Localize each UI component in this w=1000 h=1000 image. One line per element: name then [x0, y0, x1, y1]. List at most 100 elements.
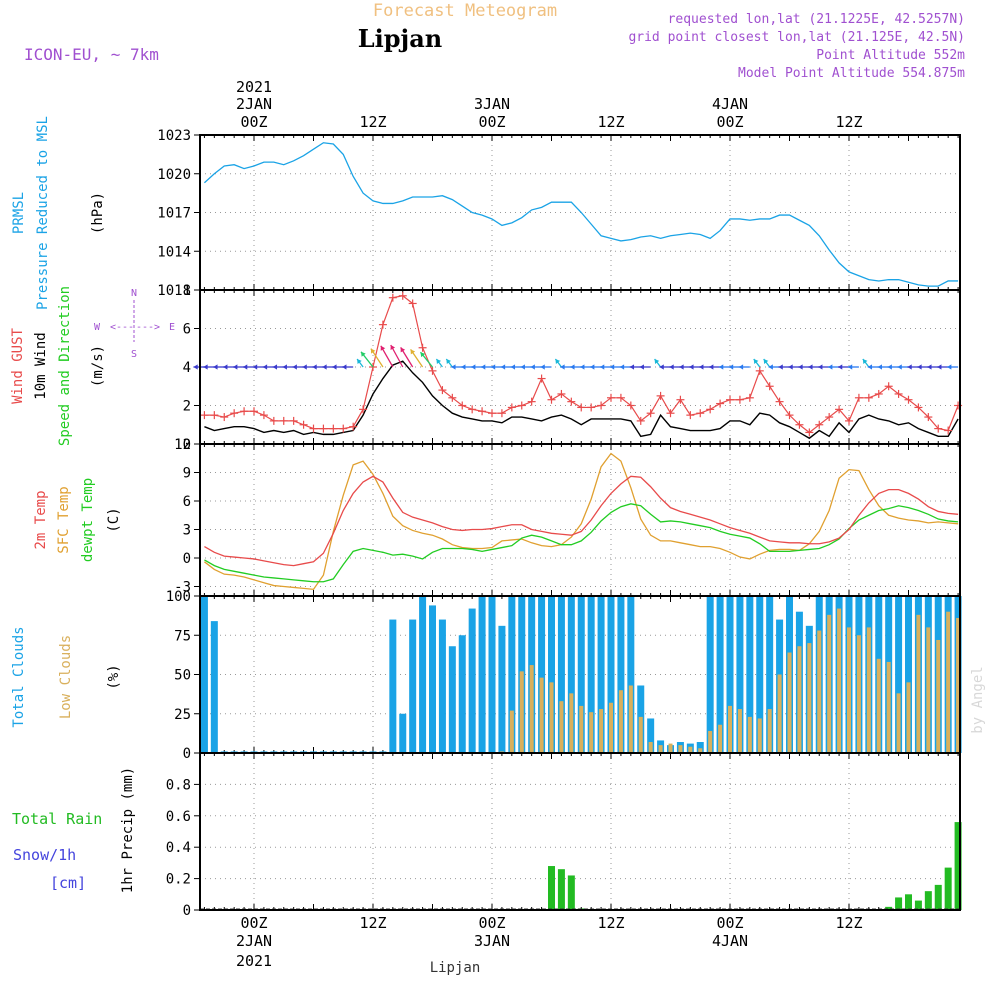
arrow-head — [510, 364, 516, 370]
temp-ytick-label-3: 6 — [183, 494, 191, 510]
wind-direction-arrow — [540, 364, 552, 370]
wind-ytick-label-2: 4 — [183, 360, 191, 376]
low-cloud-bar — [708, 731, 713, 753]
wind-direction-arrow — [461, 364, 473, 370]
compass-left-arrow: <--- — [110, 322, 134, 333]
model-altitude: Model Point Altitude 554.875m — [738, 66, 965, 81]
total-cloud-bar — [478, 596, 486, 753]
total-cloud-bar — [458, 635, 466, 753]
clouds-ytick-label-1: 25 — [174, 707, 191, 723]
low-cloud-bar — [847, 627, 852, 753]
wind-direction-arrow — [719, 364, 731, 370]
bottom-hour-label-5: 12Z — [835, 914, 862, 932]
total-cloud-bar — [468, 608, 476, 753]
wind-gust-marker — [696, 409, 705, 418]
precip-frame — [199, 752, 961, 911]
wind-gust-marker — [507, 403, 516, 412]
low-cloud-bar — [529, 665, 534, 753]
arrow-head — [252, 364, 258, 370]
wind-gust-marker — [557, 389, 566, 398]
arrow-head — [590, 364, 595, 370]
total-cloud-bar — [498, 625, 506, 753]
low-cloud-bar — [926, 627, 931, 753]
wind-gust-label: Wind GUST — [10, 328, 26, 404]
wind-direction-arrow — [390, 344, 404, 368]
wind-direction-arrow — [887, 364, 899, 370]
wind-gust-marker — [289, 416, 298, 425]
total-cloud-bar — [736, 596, 744, 753]
precip-ytick-label-1: 0.2 — [166, 872, 191, 888]
top-hour-label-0: 00Z — [240, 113, 267, 131]
wind-gust-marker — [468, 405, 477, 414]
wind-direction-arrow — [203, 364, 215, 370]
arrow-head — [838, 364, 843, 370]
low-cloud-bar — [886, 661, 891, 753]
wind-direction-arrow — [282, 364, 294, 370]
top-day-label-1: 2JAN — [236, 95, 272, 113]
low-cloud-bar — [519, 671, 524, 753]
wind-direction-arrow — [302, 364, 314, 370]
wind-direction-arrow — [798, 364, 810, 370]
snow-unit-label: [cm] — [50, 874, 86, 892]
total-cloud-bar — [597, 596, 605, 753]
arrow-head — [580, 364, 585, 370]
wind-gust-marker — [726, 395, 735, 404]
watermark: by Angel — [970, 666, 986, 733]
arrow-head — [738, 364, 744, 370]
arrow-head — [728, 364, 734, 370]
wind-gust-marker — [497, 409, 506, 418]
low-cloud-bar — [787, 652, 792, 753]
wind-direction-arrow — [223, 364, 235, 370]
arrow-head — [887, 364, 892, 370]
arrow-head — [481, 364, 486, 370]
wind-gust-marker — [716, 399, 725, 408]
total-cloud-bar — [429, 605, 437, 753]
wind-direction-arrow — [262, 364, 274, 370]
wind-direction-arrow — [272, 364, 284, 370]
clouds-unit-label: (%) — [106, 664, 122, 689]
arrow-head — [361, 351, 366, 357]
wind-direction-arrow — [828, 364, 840, 370]
arrow-head — [947, 364, 952, 370]
low-cloud-bar — [757, 718, 762, 753]
arrow-head — [490, 364, 496, 370]
arrow-head — [193, 364, 198, 370]
arrow-head — [763, 359, 769, 364]
wind-panel: 0 2 4 6 8 — [183, 283, 963, 453]
total-cloud-bar — [399, 713, 407, 753]
low-cloud-bar — [589, 712, 594, 753]
arrow-head — [302, 364, 307, 370]
wind-gust-marker — [924, 413, 933, 422]
wind-gust-marker — [874, 389, 883, 398]
wind-gust-marker — [359, 405, 368, 414]
low-cloud-bar — [539, 677, 544, 753]
pressure-unit-label: (hPa) — [90, 192, 106, 234]
footer-location: Lipjan — [430, 960, 481, 976]
arrow-head — [570, 364, 575, 370]
pressure-ytick-label-4: 1023 — [157, 128, 191, 144]
low-cloud-bar — [569, 693, 574, 753]
total-cloud-bar — [696, 742, 704, 753]
wind-gust-marker — [755, 366, 764, 375]
wind-direction-arrow — [370, 348, 384, 368]
wind-direction-arrow — [360, 351, 374, 368]
arrow-head — [877, 364, 882, 370]
top-hour-label-3: 12Z — [597, 113, 624, 131]
wind-direction-arrow — [481, 364, 493, 370]
clouds-ytick-label-3: 75 — [174, 628, 191, 644]
wind-direction-arrow — [520, 364, 532, 370]
wind-direction-arrow — [435, 358, 443, 368]
temp-panel: -3 0 3 6 9 12 — [174, 437, 961, 597]
arrow-head — [699, 364, 704, 370]
wind-gust-marker — [835, 405, 844, 414]
rain-bar — [934, 884, 942, 910]
arrow-head — [203, 364, 208, 370]
wind-gust-marker — [220, 413, 229, 422]
wind-direction-arrow — [818, 364, 830, 370]
wind-gust-marker — [309, 424, 318, 433]
wind-direction-arrow — [659, 364, 671, 370]
arrow-head — [709, 364, 714, 370]
arrow-head — [461, 364, 466, 370]
wind-gust-marker — [785, 411, 794, 420]
wind-gust-marker — [478, 407, 487, 416]
